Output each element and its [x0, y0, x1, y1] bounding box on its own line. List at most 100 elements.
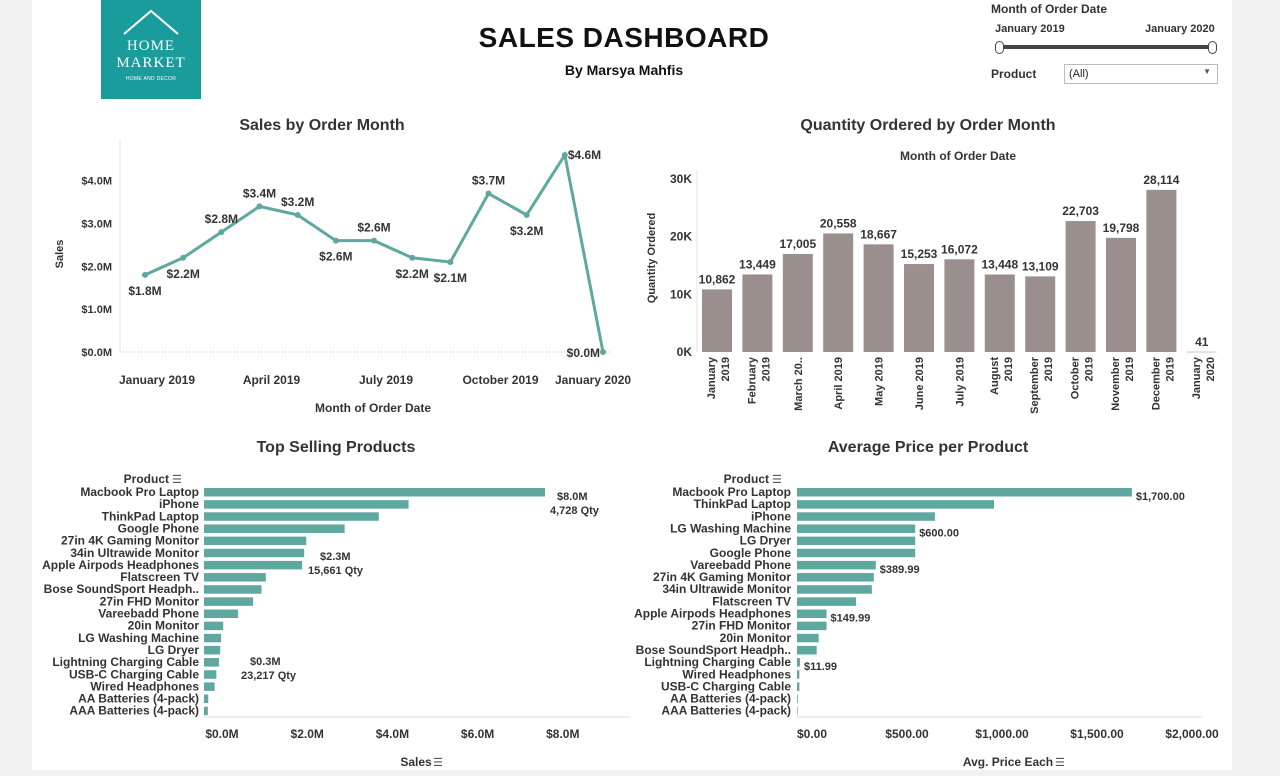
product-filter-dropdown[interactable]: (All) ▼	[1064, 64, 1218, 84]
avg-price-category-label: AA Batteries (4-pack)	[670, 692, 791, 706]
qty-x-tick-label: March 20..	[793, 357, 805, 411]
qty-y-tick-label: 10K	[670, 287, 692, 301]
top-products-category-label: Bose SoundSport Headph..	[44, 582, 199, 596]
sales-y-tick-label: $3.0M	[81, 219, 112, 231]
sales-y-axis-title: Sales	[54, 240, 66, 269]
date-range-slider[interactable]	[1002, 45, 1212, 49]
qty-data-label: 10,862	[699, 272, 736, 286]
date-slider-start-handle[interactable]	[995, 41, 1004, 54]
sales-point	[294, 211, 301, 218]
sales-point	[600, 349, 606, 355]
logo-line-3: HOME AND DECOR	[125, 76, 177, 82]
avg-price-category-label: AAA Batteries (4-pack)	[661, 704, 791, 718]
qty-data-label: 16,072	[941, 242, 978, 256]
sales-point	[332, 237, 339, 244]
avg-price-category-label: Bose SoundSport Headph..	[636, 643, 791, 657]
sales-y-tick-label: $4.0M	[81, 176, 112, 188]
sales-y-tick-label: $0.0M	[81, 347, 112, 359]
qty-data-label: 20,558	[820, 216, 857, 230]
qty-bar	[702, 289, 732, 352]
qty-data-label: 13,449	[739, 257, 776, 271]
qty-y-tick-label: 0K	[677, 345, 693, 359]
avg-price-bar	[797, 488, 1132, 497]
qty-bar	[904, 264, 934, 352]
qty-data-label: 22,703	[1062, 204, 1099, 218]
top-products-category-label: 27in FHD Monitor	[100, 594, 200, 608]
avg-price-category-label: Macbook Pro Laptop	[672, 485, 791, 499]
sales-chart-title: Sales by Order Month	[239, 117, 405, 134]
qty-x-tick-label: 2019	[720, 357, 732, 381]
home-market-logo: HOME MARKET HOME AND DECOR	[101, 0, 201, 99]
product-filter-label: Product	[991, 67, 1037, 81]
avg-price-bar	[797, 500, 994, 509]
avg-price-value-label: $600.00	[919, 527, 959, 539]
page-subtitle: By Marsya Mahfis	[564, 62, 684, 78]
sales-x-tick-label: January 2019	[119, 373, 195, 387]
qty-bar	[1025, 276, 1056, 352]
sales-point	[409, 254, 416, 261]
top-products-category-label: LG Dryer	[148, 643, 200, 657]
qty-x-tick-label: 2019	[1043, 357, 1055, 381]
avg-price-category-label: Lightning Charging Cable	[644, 655, 791, 669]
avg-price-category-label: LG Washing Machine	[670, 521, 791, 535]
top-products-bar	[204, 645, 221, 655]
avg-price-category-label: LG Dryer	[740, 534, 792, 548]
date-filter-label: Month of Order Date	[991, 2, 1107, 16]
qty-bar	[1186, 351, 1217, 353]
qty-bar	[944, 259, 975, 352]
top-products-bar	[204, 560, 303, 570]
qty-x-tick-label: 2019	[1084, 357, 1096, 381]
top-products-qty-label: 23,217 Qty	[241, 670, 297, 682]
sales-point	[523, 211, 530, 218]
top-products-bar	[204, 670, 217, 679]
top-products-category-label: AA Batteries (4-pack)	[78, 692, 199, 706]
top-products-category-label: AAA Batteries (4-pack)	[69, 704, 199, 718]
top-products-value-label: $2.3M	[320, 551, 351, 563]
top-products-bar	[204, 536, 307, 546]
top-products-bar	[204, 633, 222, 643]
top-products-x-tick-label: $8.0M	[546, 727, 579, 741]
qty-data-label: 13,448	[981, 257, 1018, 271]
sales-point	[256, 203, 263, 210]
avg-price-y-axis-title: Product	[724, 472, 769, 486]
sales-x-tick-label: October 2019	[462, 373, 538, 387]
qty-y-axis-title: Quantity Ordered	[646, 213, 658, 303]
top-products-category-label: ThinkPad Laptop	[102, 509, 199, 523]
avg-price-bar	[797, 621, 827, 631]
top-products-category-label: Macbook Pro Laptop	[80, 485, 199, 499]
qty-data-label: 19,798	[1103, 221, 1140, 235]
qty-x-tick-label: 2019	[1164, 357, 1176, 381]
top-products-category-label: Wired Headphones	[90, 679, 199, 693]
qty-data-label: 41	[1195, 335, 1209, 349]
sales-data-label: $3.4M	[243, 186, 276, 200]
qty-y-tick-label: 30K	[670, 172, 692, 186]
date-slider-end-handle[interactable]	[1208, 41, 1217, 54]
sales-data-label: $2.6M	[319, 250, 352, 264]
qty-x-tick-label: February	[746, 356, 758, 404]
avg-price-bar	[797, 670, 800, 679]
avg-price-value-label: $1,700.00	[1136, 491, 1185, 503]
qty-top-axis-title: Month of Order Date	[900, 149, 1016, 163]
top-products-bar	[204, 500, 409, 509]
sales-point	[142, 271, 148, 278]
dashboard-canvas: HOME MARKET HOME AND DECOR SALES DASHBOA…	[32, 0, 1232, 770]
avg-price-title: Average Price per Product	[827, 439, 1029, 456]
avg-price-category-label: 27in FHD Monitor	[692, 619, 792, 633]
avg-price-category-label: 20in Monitor	[720, 631, 792, 645]
top-products-bar	[204, 597, 254, 606]
top-products-category-label: 34in Ultrawide Monitor	[70, 546, 199, 560]
sales-data-label: $2.8M	[205, 212, 238, 226]
qty-x-tick-label: October	[1070, 356, 1082, 399]
avg-price-x-tick-label: $1,000.00	[975, 727, 1029, 741]
top-products-bar	[204, 621, 224, 631]
qty-y-tick-label: 20K	[670, 230, 692, 244]
top-products-x-tick-label: $4.0M	[376, 727, 409, 741]
sales-data-label: $2.1M	[434, 271, 467, 285]
avg-price-category-label: Google Phone	[710, 546, 792, 560]
avg-price-bar	[797, 512, 935, 521]
top-products-category-label: 27in 4K Gaming Monitor	[61, 534, 199, 548]
qty-x-tick-label: August	[989, 357, 1001, 395]
avg-price-category-label: 27in 4K Gaming Monitor	[653, 570, 791, 584]
avg-price-bar	[797, 560, 876, 570]
sales-data-label: $2.2M	[166, 267, 199, 281]
